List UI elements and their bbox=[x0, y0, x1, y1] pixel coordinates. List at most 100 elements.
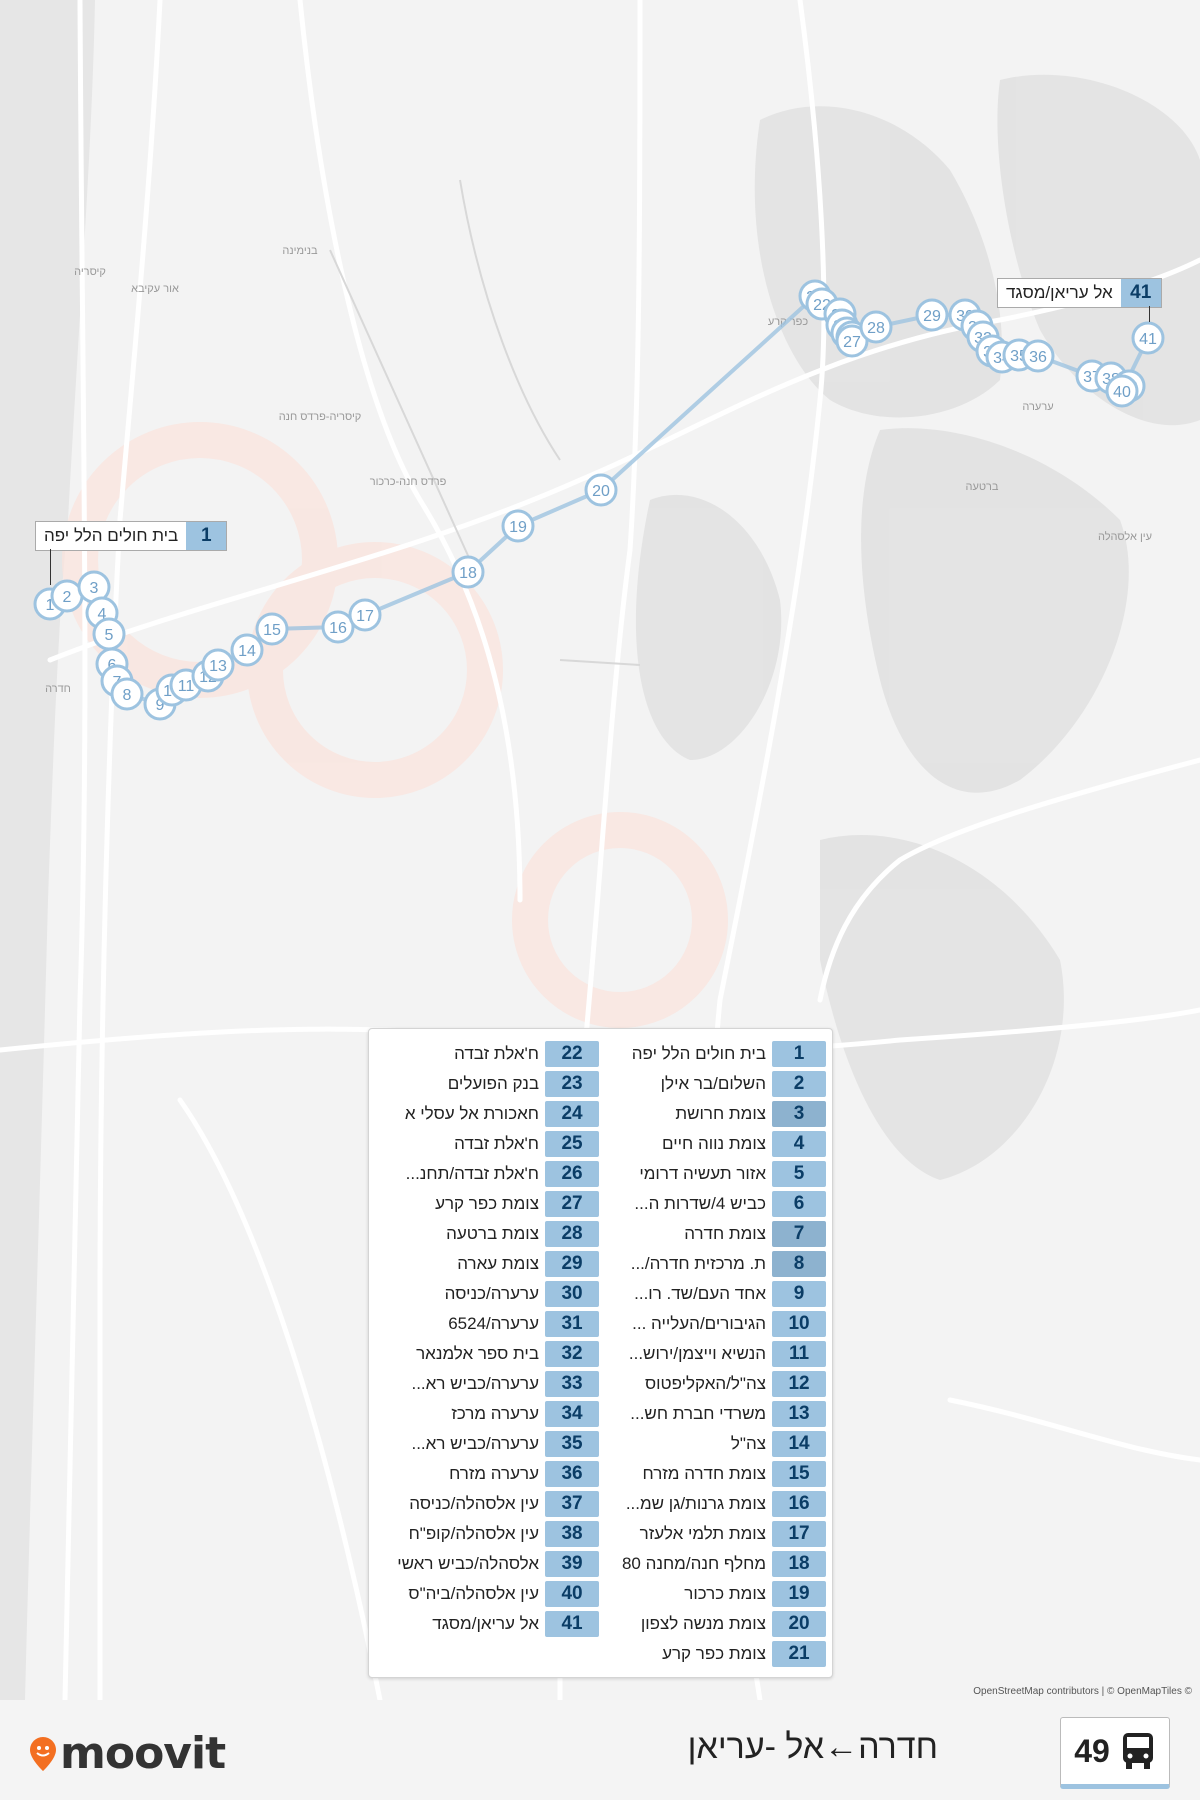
legend-stop-number: 27 bbox=[545, 1191, 599, 1217]
start-stop-callout[interactable]: 1 בית חולים הלל יפה bbox=[35, 521, 228, 551]
stop-marker[interactable]: 16 bbox=[321, 610, 355, 644]
stop-marker[interactable]: 8 bbox=[110, 677, 144, 711]
place-label: ברטעה bbox=[965, 481, 998, 493]
stop-marker-circle bbox=[255, 612, 289, 646]
legend-stop-name: אל עריאן/מסגד bbox=[432, 1614, 539, 1633]
stop-marker[interactable]: 41 bbox=[1131, 321, 1165, 355]
stop-marker[interactable]: 5 bbox=[92, 617, 126, 651]
start-stop-name: בית חולים הלל יפה bbox=[44, 526, 179, 545]
legend-row[interactable]: 4 צומת נווה חיים bbox=[606, 1131, 826, 1157]
legend-row[interactable]: 8 ת. מרכזית חדרה/... bbox=[606, 1251, 826, 1277]
legend-stop-number: 4 bbox=[772, 1131, 826, 1157]
legend-row[interactable]: 28 צומת ברטעה bbox=[379, 1221, 599, 1247]
stop-marker-number: 5 bbox=[105, 627, 114, 644]
legend-row[interactable]: 16 צומת גרנות/גן שמ... bbox=[606, 1491, 826, 1517]
legend-row[interactable]: 9 אחד העם/שד. רו... bbox=[606, 1281, 826, 1307]
legend-row[interactable]: 18 מחלף חנה/מחנה 80 bbox=[606, 1551, 826, 1577]
legend-stop-number: 34 bbox=[545, 1401, 599, 1427]
legend-row[interactable]: 13 משרדי חברת חש... bbox=[606, 1401, 826, 1427]
legend-stop-number: 41 bbox=[545, 1611, 599, 1637]
legend-row[interactable]: 38 עין אלסהלה/קופ"ח bbox=[379, 1521, 599, 1547]
stop-marker[interactable]: 2 bbox=[50, 579, 84, 613]
legend-stop-name: צה"ל bbox=[730, 1434, 766, 1453]
legend-row[interactable]: 1 בית חולים הלל יפה bbox=[606, 1041, 826, 1067]
legend-row[interactable]: 17 צומת תלמי אלעזר bbox=[606, 1521, 826, 1547]
legend-stop-number: 28 bbox=[545, 1221, 599, 1247]
legend-stop-number: 29 bbox=[545, 1251, 599, 1277]
stop-marker[interactable]: 17 bbox=[348, 598, 382, 632]
stop-marker[interactable]: 40 bbox=[1105, 374, 1139, 408]
legend-row[interactable]: 36 ערערה מזרח bbox=[379, 1461, 599, 1487]
legend-stop-name: אלסהלה/כביש ראשי bbox=[397, 1554, 539, 1573]
legend-stop-number: 10 bbox=[772, 1311, 826, 1337]
legend-row[interactable]: 35 ערערה/כביש רא... bbox=[379, 1431, 599, 1457]
legend-row[interactable]: 19 צומת כרכור bbox=[606, 1581, 826, 1607]
legend-row[interactable]: 23 בנק הפועלים bbox=[379, 1071, 599, 1097]
stop-marker[interactable]: 13 bbox=[201, 648, 235, 682]
stop-marker[interactable]: 20 bbox=[584, 473, 618, 507]
legend-row[interactable]: 20 צומת מנשה לצפון bbox=[606, 1611, 826, 1637]
legend-row[interactable]: 31 ערערה/6524 bbox=[379, 1311, 599, 1337]
legend-stop-name: צה"ל/האקליפטוס bbox=[644, 1374, 766, 1393]
stop-marker[interactable]: 28 bbox=[859, 310, 893, 344]
legend-row[interactable]: 11 הנשיא וייצמן/ירוש... bbox=[606, 1341, 826, 1367]
start-stop-number: 1 bbox=[186, 522, 227, 550]
legend-stop-name: צומת ברטעה bbox=[446, 1224, 539, 1243]
legend-stop-name: צומת כפר קרע bbox=[435, 1194, 539, 1213]
end-callout-leader bbox=[1149, 306, 1150, 322]
legend-row[interactable]: 22 ח'אלת זבדה bbox=[379, 1041, 599, 1067]
end-stop-callout[interactable]: 41 אל עריאן/מסגד bbox=[997, 278, 1162, 308]
legend-row[interactable]: 34 ערערה מרכז bbox=[379, 1401, 599, 1427]
legend-row[interactable]: 15 צומת חדרה מזרח bbox=[606, 1461, 826, 1487]
legend-stop-number: 16 bbox=[772, 1491, 826, 1517]
stop-marker-circle bbox=[584, 473, 618, 507]
stop-marker-number: 17 bbox=[356, 608, 374, 625]
legend-row[interactable]: 5 אזור תעשיה דרומי bbox=[606, 1161, 826, 1187]
legend-row[interactable]: 12 צה"ל/האקליפטוס bbox=[606, 1371, 826, 1397]
legend-row[interactable]: 40 עין אלסהלה/ביה"ס bbox=[379, 1581, 599, 1607]
legend-row[interactable]: 26 ח'אלת זבדה/תחנ... bbox=[379, 1161, 599, 1187]
legend-row[interactable]: 37 עין אלסהלה/כניסה bbox=[379, 1491, 599, 1517]
map-attribution[interactable]: OpenStreetMap contributors | © OpenMapTi… bbox=[973, 1686, 1192, 1697]
place-label: בנימינה bbox=[282, 245, 318, 257]
legend-stop-name: צומת נווה חיים bbox=[662, 1134, 766, 1153]
stop-marker[interactable]: 18 bbox=[451, 555, 485, 589]
stop-marker[interactable]: 27 bbox=[835, 324, 869, 358]
stop-marker[interactable]: 15 bbox=[255, 612, 289, 646]
stop-marker-number: 8 bbox=[123, 687, 132, 704]
legend-stop-name: מחלף חנה/מחנה 80 bbox=[621, 1554, 766, 1573]
legend-row[interactable]: 2 השלום/בר אילן bbox=[606, 1071, 826, 1097]
legend-stop-number: 36 bbox=[545, 1461, 599, 1487]
legend-row[interactable]: 41 אל עריאן/מסגד bbox=[379, 1611, 599, 1637]
stop-marker-number: 3 bbox=[90, 580, 99, 597]
legend-row[interactable]: 14 צה"ל bbox=[606, 1431, 826, 1457]
legend-row[interactable]: 10 הגיבורים/העלייה ... bbox=[606, 1311, 826, 1337]
legend-stop-name: ערערה מרכז bbox=[451, 1404, 539, 1423]
legend-row[interactable]: 39 אלסהלה/כביש ראשי bbox=[379, 1551, 599, 1577]
stop-marker-number: 15 bbox=[263, 622, 281, 639]
stop-marker-number: 29 bbox=[923, 308, 941, 325]
legend-row[interactable]: 3 צומת חרושת bbox=[606, 1101, 826, 1127]
stop-marker-number: 13 bbox=[209, 658, 227, 675]
legend-row[interactable]: 30 ערערה/כניסה bbox=[379, 1281, 599, 1307]
stop-marker[interactable]: 19 bbox=[501, 509, 535, 543]
legend-stop-number: 23 bbox=[545, 1071, 599, 1097]
route-badge[interactable]: 49 bbox=[1060, 1717, 1170, 1789]
legend-row[interactable]: 33 ערערה/כביש רא... bbox=[379, 1371, 599, 1397]
stop-marker[interactable]: 14 bbox=[230, 633, 264, 667]
stop-marker[interactable]: 36 bbox=[1021, 339, 1055, 373]
legend-row[interactable]: 6 כביש 4/שדרות ה... bbox=[606, 1191, 826, 1217]
stop-marker[interactable]: 29 bbox=[915, 298, 949, 332]
legend-row[interactable]: 27 צומת כפר קרע bbox=[379, 1191, 599, 1217]
legend-stop-number: 33 bbox=[545, 1371, 599, 1397]
legend-row[interactable]: 21 צומת כפר קרע bbox=[606, 1641, 826, 1667]
legend-row[interactable]: 32 בית ספר אלמנאר bbox=[379, 1341, 599, 1367]
stops-legend: 1 בית חולים הלל יפה 2 השלום/בר אילן 3 צומת חר… bbox=[368, 1028, 833, 1678]
legend-row[interactable]: 24 חאכורת אל עסלי א bbox=[379, 1101, 599, 1127]
legend-stop-name: צומת חדרה bbox=[684, 1224, 766, 1243]
legend-row[interactable]: 29 צומת עארה bbox=[379, 1251, 599, 1277]
legend-row[interactable]: 25 ח'אלת זבדה bbox=[379, 1131, 599, 1157]
legend-row[interactable]: 7 צומת חדרה bbox=[606, 1221, 826, 1247]
legend-stop-name: צומת חדרה מזרח bbox=[642, 1464, 766, 1483]
moovit-logo[interactable]: moovit bbox=[30, 1728, 226, 1779]
